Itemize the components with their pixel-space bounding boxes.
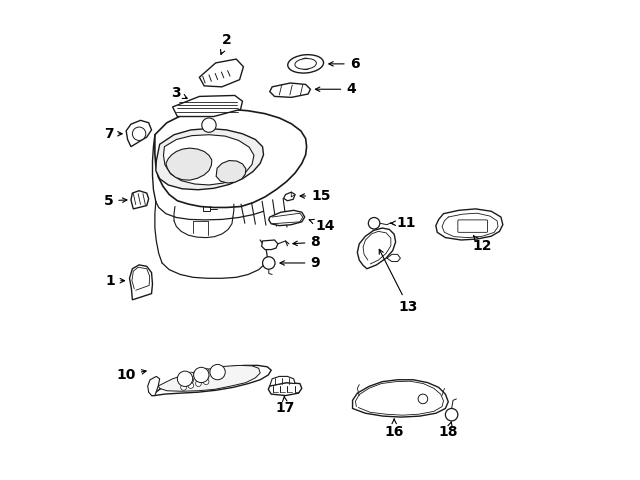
Text: 7: 7	[104, 127, 122, 141]
Circle shape	[194, 367, 209, 383]
Circle shape	[180, 375, 186, 381]
Circle shape	[196, 381, 202, 386]
Polygon shape	[126, 120, 152, 147]
Polygon shape	[269, 376, 295, 386]
Text: 1: 1	[106, 274, 125, 288]
Circle shape	[369, 217, 380, 229]
Polygon shape	[148, 376, 159, 396]
Circle shape	[210, 364, 225, 380]
Circle shape	[204, 379, 209, 384]
Polygon shape	[387, 254, 401, 262]
Polygon shape	[158, 365, 260, 391]
Polygon shape	[129, 265, 152, 300]
Circle shape	[202, 118, 216, 132]
Text: 14: 14	[309, 219, 335, 233]
Circle shape	[188, 372, 194, 378]
Text: 8: 8	[293, 235, 320, 250]
Text: 10: 10	[116, 368, 146, 382]
Polygon shape	[152, 365, 271, 396]
Circle shape	[445, 408, 458, 421]
Polygon shape	[173, 96, 243, 117]
FancyBboxPatch shape	[458, 220, 488, 232]
Circle shape	[300, 58, 312, 70]
Polygon shape	[156, 129, 264, 190]
Circle shape	[177, 371, 193, 386]
Polygon shape	[357, 228, 396, 269]
Circle shape	[196, 370, 202, 376]
Polygon shape	[262, 240, 278, 250]
Text: 18: 18	[438, 422, 458, 439]
Circle shape	[188, 383, 194, 388]
Text: 2: 2	[221, 33, 232, 54]
Ellipse shape	[295, 59, 316, 69]
Polygon shape	[131, 191, 148, 209]
Text: 4: 4	[316, 82, 356, 96]
Polygon shape	[269, 83, 310, 97]
Polygon shape	[163, 135, 254, 185]
Text: 6: 6	[329, 57, 359, 71]
Text: 11: 11	[390, 216, 416, 230]
Polygon shape	[353, 380, 448, 417]
Text: 3: 3	[171, 85, 187, 99]
Circle shape	[204, 368, 209, 374]
Circle shape	[188, 377, 194, 383]
Text: 5: 5	[104, 194, 127, 208]
Circle shape	[180, 384, 186, 390]
Text: 17: 17	[276, 396, 295, 416]
Polygon shape	[268, 383, 302, 396]
Circle shape	[180, 380, 186, 385]
Text: 13: 13	[380, 249, 418, 314]
Text: 15: 15	[300, 189, 331, 203]
Polygon shape	[436, 209, 503, 240]
Polygon shape	[155, 109, 307, 207]
Polygon shape	[269, 210, 305, 226]
Circle shape	[204, 373, 209, 379]
Text: 9: 9	[280, 256, 320, 270]
Polygon shape	[284, 192, 295, 201]
Text: 16: 16	[385, 419, 404, 439]
Text: 12: 12	[472, 236, 492, 253]
Circle shape	[132, 127, 146, 141]
Circle shape	[196, 375, 202, 381]
Polygon shape	[166, 148, 212, 180]
Polygon shape	[200, 59, 243, 87]
Ellipse shape	[288, 55, 324, 73]
Polygon shape	[216, 160, 246, 183]
Circle shape	[418, 394, 428, 404]
Circle shape	[262, 257, 275, 269]
